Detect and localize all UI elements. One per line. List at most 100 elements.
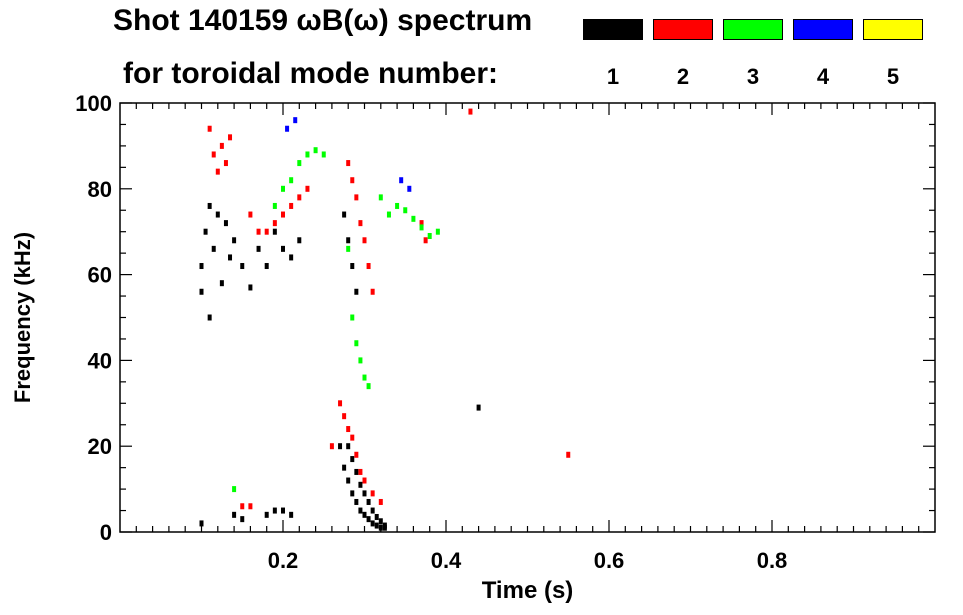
spectrum-point-n=1-12 [248,284,253,291]
spectrum-point-n=3-3 [297,160,302,167]
spectrum-point-n=1-6 [215,211,220,218]
y-tick-label-60: 60 [88,263,112,288]
spectrum-point-n=2-8 [264,228,269,235]
spectrum-point-n=3-19 [427,232,432,239]
legend-swatch-mode-3 [723,19,783,40]
spectrum-point-n=2-7 [256,228,261,235]
spectrum-point-n=3-5 [313,147,318,154]
spectrum-point-n=1-29 [362,511,367,518]
spectrum-point-n=3-14 [386,211,391,218]
spectrum-point-n=1-32 [374,522,379,529]
spectrum-point-n=3-0 [272,202,277,209]
spectrum-point-n=3-13 [378,194,383,201]
spectrum-point-n=1-0 [199,288,204,295]
x-tick-label-0.6: 0.6 [594,548,625,573]
spectrum-point-n=2-9 [272,220,277,227]
spectrum-point-n=1-43 [378,518,383,525]
legend-mode-number-3: 3 [746,64,760,89]
spectrum-point-n=1-36 [350,456,355,463]
spectrum-point-n=2-34 [240,503,245,510]
spectrum-marks [199,108,571,531]
x-tick-label-0.4: 0.4 [431,548,462,573]
spectrum-point-n=2-24 [350,434,355,441]
spectrum-point-n=3-9 [354,340,359,347]
y-tick-label-20: 20 [88,434,112,459]
spectrum-point-n=3-21 [232,486,237,493]
spectrum-point-n=2-3 [219,142,224,149]
spectrum-point-n=2-30 [419,220,424,227]
spectrum-point-n=1-17 [289,254,294,261]
spectrum-point-n=1-2 [203,228,208,235]
spectrum-point-n=2-23 [346,426,351,433]
spectrum-point-n=3-15 [395,202,400,209]
spectrum-point-n=1-28 [358,507,363,514]
spectrum-point-n=2-32 [468,108,473,115]
spectrum-point-n=1-46 [232,511,237,518]
spectrum-point-n=4-3 [407,185,412,192]
spectrum-point-n=2-25 [354,451,359,458]
spectrum-point-n=1-4 [207,314,212,321]
legend-swatch-mode-1 [583,19,643,40]
spectrum-point-n=3-2 [289,177,294,184]
spectrum-point-n=2-20 [370,288,375,295]
spectrum-point-n=1-18 [297,237,302,244]
spectrum-point-n=1-30 [366,516,371,523]
spectrum-point-n=1-3 [207,202,212,209]
spectrum-point-n=2-11 [289,202,294,209]
spectrum-point-n=1-21 [350,263,355,270]
spectrum-point-n=4-1 [293,117,298,124]
spectrum-point-n=2-4 [223,160,228,167]
legend-swatch-mode-2 [653,19,713,40]
spectrum-point-n=2-2 [215,168,220,175]
spectrum-point-n=3-1 [281,185,285,192]
spectrum-point-n=1-7 [219,280,224,287]
spectrum-point-n=3-17 [411,215,416,222]
spectrum-point-n=1-19 [342,211,347,218]
spectrum-point-n=1-27 [354,498,359,505]
spectrum-point-n=1-35 [346,443,351,450]
spectrum-point-n=2-1 [211,151,216,158]
spectrum-point-n=1-44 [382,522,387,529]
spectrum-point-n=1-37 [354,468,359,475]
spectrum-point-n=1-49 [272,507,277,514]
y-tick-label-80: 80 [88,177,112,202]
y-axis-label: Frequency (kHz) [10,232,35,403]
spectrum-point-n=2-14 [346,160,351,167]
spectrum-point-n=4-0 [285,125,290,132]
spectrum-point-n=1-38 [358,481,363,488]
spectrum-point-n=2-0 [207,125,212,132]
spectrum-point-n=3-8 [350,314,355,321]
spectrum-point-n=1-39 [362,490,367,497]
spectrum-point-n=2-10 [281,211,285,218]
spectrum-point-n=1-9 [228,254,233,261]
legend-swatch-mode-5 [863,19,923,40]
spectrum-point-n=3-4 [305,151,310,158]
x-tick-label-0.2: 0.2 [268,548,299,573]
spectrum-point-n=1-25 [346,477,351,484]
legend-mode-number-2: 2 [676,64,690,89]
spectrum-point-n=1-52 [476,404,481,411]
y-tick-label-100: 100 [75,91,112,116]
spectrum-point-n=1-15 [272,228,277,235]
spectrum-point-n=2-17 [358,220,363,227]
spectrum-point-n=3-11 [362,374,367,381]
spectrum-point-n=1-22 [354,288,359,295]
spectrum-point-n=2-31 [423,237,428,244]
spectrum-point-n=2-21 [338,400,343,407]
spectrum-point-n=2-15 [350,177,355,184]
legend-caption: for toroidal mode number: [123,57,498,90]
spectrum-point-n=3-16 [403,207,408,214]
spectrum-point-n=2-36 [329,443,334,450]
legend-mode-number-5: 5 [886,64,900,89]
spectrum-point-n=2-6 [248,211,253,218]
spectrum-point-n=3-6 [321,151,326,158]
spectrum-point-n=1-13 [256,245,261,252]
spectrum-point-n=1-42 [374,513,379,520]
spectrum-point-n=1-51 [289,511,294,518]
spectrum-point-n=3-12 [366,383,371,390]
chart-title: Shot 140159 ωB(ω) spectrum [113,4,533,37]
x-axis-label: Time (s) [482,577,574,604]
spectrum-point-n=1-8 [223,220,228,227]
spectrum-point-n=1-26 [350,490,355,497]
